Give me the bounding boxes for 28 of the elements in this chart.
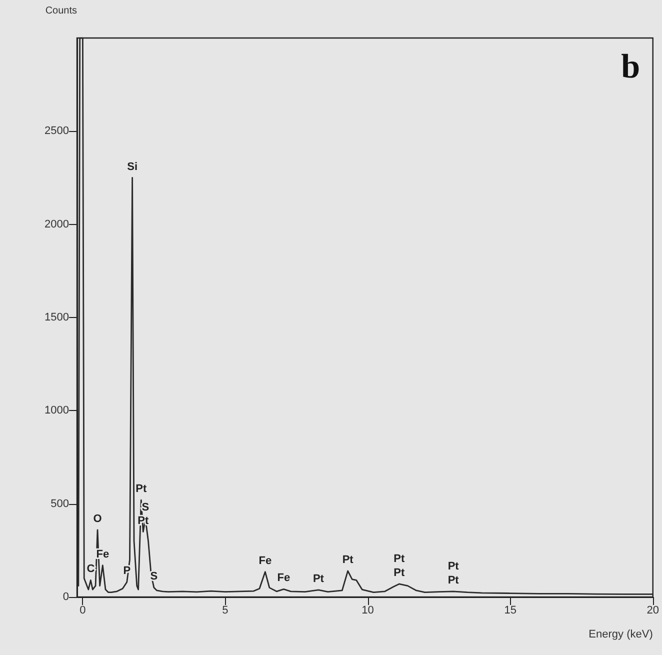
annotation: Pt	[448, 560, 460, 572]
y-tick-label: 2000	[44, 218, 69, 230]
y-tick-label: 1500	[44, 312, 69, 324]
x-tick-label: 0	[80, 604, 86, 616]
y-tick-label: 0	[62, 591, 69, 603]
x-tick-label: 10	[362, 604, 374, 616]
annotation: Fe	[258, 554, 272, 567]
annotation: Si	[127, 160, 138, 173]
y-tick-label: 500	[50, 498, 69, 510]
x-axis-title: Energy (keV)	[588, 628, 653, 640]
annotation: Pt	[448, 574, 460, 586]
annotation: O	[93, 512, 102, 525]
y-tick-label: 2500	[44, 125, 69, 138]
annotation: b	[621, 48, 640, 86]
annotation: Pt	[138, 514, 149, 527]
annotation: Pt	[394, 566, 405, 579]
annotation: S	[142, 502, 150, 514]
x-tick-label: 20	[646, 604, 660, 616]
annotation: C	[86, 563, 95, 576]
annotation: Fe	[277, 572, 290, 584]
y-tick-label: 1000	[44, 404, 69, 417]
annotation: Pt	[312, 572, 324, 585]
x-tick-label: 15	[504, 604, 516, 616]
y-axis-title: Counts	[45, 6, 77, 16]
x-tick-label: 5	[222, 604, 228, 616]
annotation: Pt	[342, 554, 354, 566]
annotation: Pt	[136, 483, 147, 496]
annotation: Pt	[394, 552, 405, 565]
